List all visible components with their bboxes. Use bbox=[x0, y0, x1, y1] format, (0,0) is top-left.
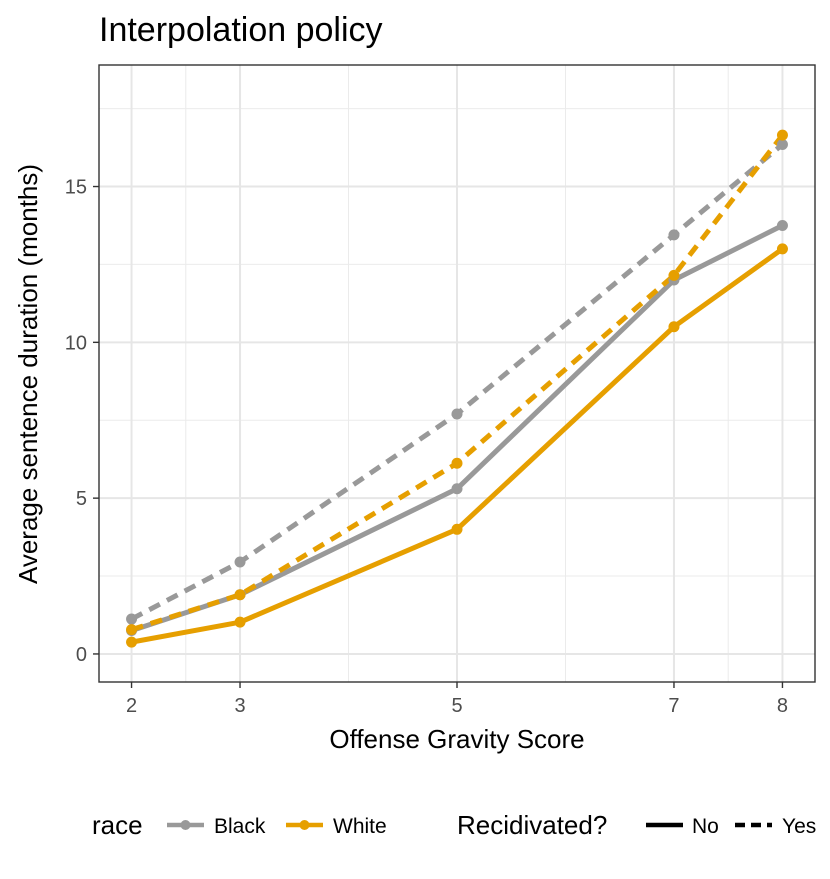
y-tick-label: 15 bbox=[65, 177, 87, 199]
legend-label-no: No bbox=[692, 815, 719, 838]
x-axis: 2 3 5 7 8 bbox=[126, 682, 788, 717]
data-point-white-yes bbox=[451, 457, 463, 469]
series-points bbox=[126, 129, 788, 648]
data-point-white-yes bbox=[126, 624, 138, 636]
data-point-white-no bbox=[776, 243, 788, 255]
legend-label-yes: Yes bbox=[782, 815, 816, 838]
legend-recidivated-title: Recidivated? bbox=[457, 810, 607, 840]
y-axis-label: Average sentence duration (months) bbox=[13, 164, 43, 584]
data-point-white-no bbox=[668, 321, 680, 333]
data-point-black-yes bbox=[234, 556, 246, 568]
legend-key-white-point bbox=[299, 820, 310, 830]
data-point-white-yes bbox=[776, 129, 788, 141]
y-tick-label: 10 bbox=[65, 332, 87, 354]
y-tick-label: 0 bbox=[76, 644, 87, 666]
chart-title: Interpolation policy bbox=[99, 11, 383, 49]
data-point-black-yes bbox=[668, 229, 680, 241]
legend: race Black White Recidivated? No Yes bbox=[92, 810, 816, 840]
data-point-white-yes bbox=[668, 269, 680, 281]
y-tick-label: 5 bbox=[76, 488, 87, 510]
legend-race-title: race bbox=[92, 810, 143, 840]
x-tick-label: 3 bbox=[234, 695, 245, 717]
legend-label-black: Black bbox=[214, 815, 266, 838]
data-point-white-no bbox=[234, 616, 246, 628]
major-gridlines bbox=[99, 65, 815, 682]
data-point-white-no bbox=[451, 523, 463, 535]
y-axis: 0 5 10 15 bbox=[65, 177, 99, 666]
x-axis-label: Offense Gravity Score bbox=[329, 724, 584, 754]
data-point-white-yes bbox=[234, 589, 246, 601]
legend-label-white: White bbox=[333, 815, 387, 838]
legend-key-black-point bbox=[180, 820, 191, 830]
x-tick-label: 5 bbox=[451, 695, 462, 717]
data-point-black-no bbox=[776, 219, 788, 231]
data-point-white-no bbox=[126, 636, 138, 648]
x-tick-label: 8 bbox=[777, 695, 788, 717]
data-point-black-yes bbox=[776, 138, 788, 150]
x-tick-label: 2 bbox=[126, 695, 137, 717]
x-tick-label: 7 bbox=[668, 695, 679, 717]
data-point-black-yes bbox=[126, 613, 138, 625]
data-point-black-no bbox=[451, 483, 463, 495]
data-point-black-yes bbox=[451, 408, 463, 420]
